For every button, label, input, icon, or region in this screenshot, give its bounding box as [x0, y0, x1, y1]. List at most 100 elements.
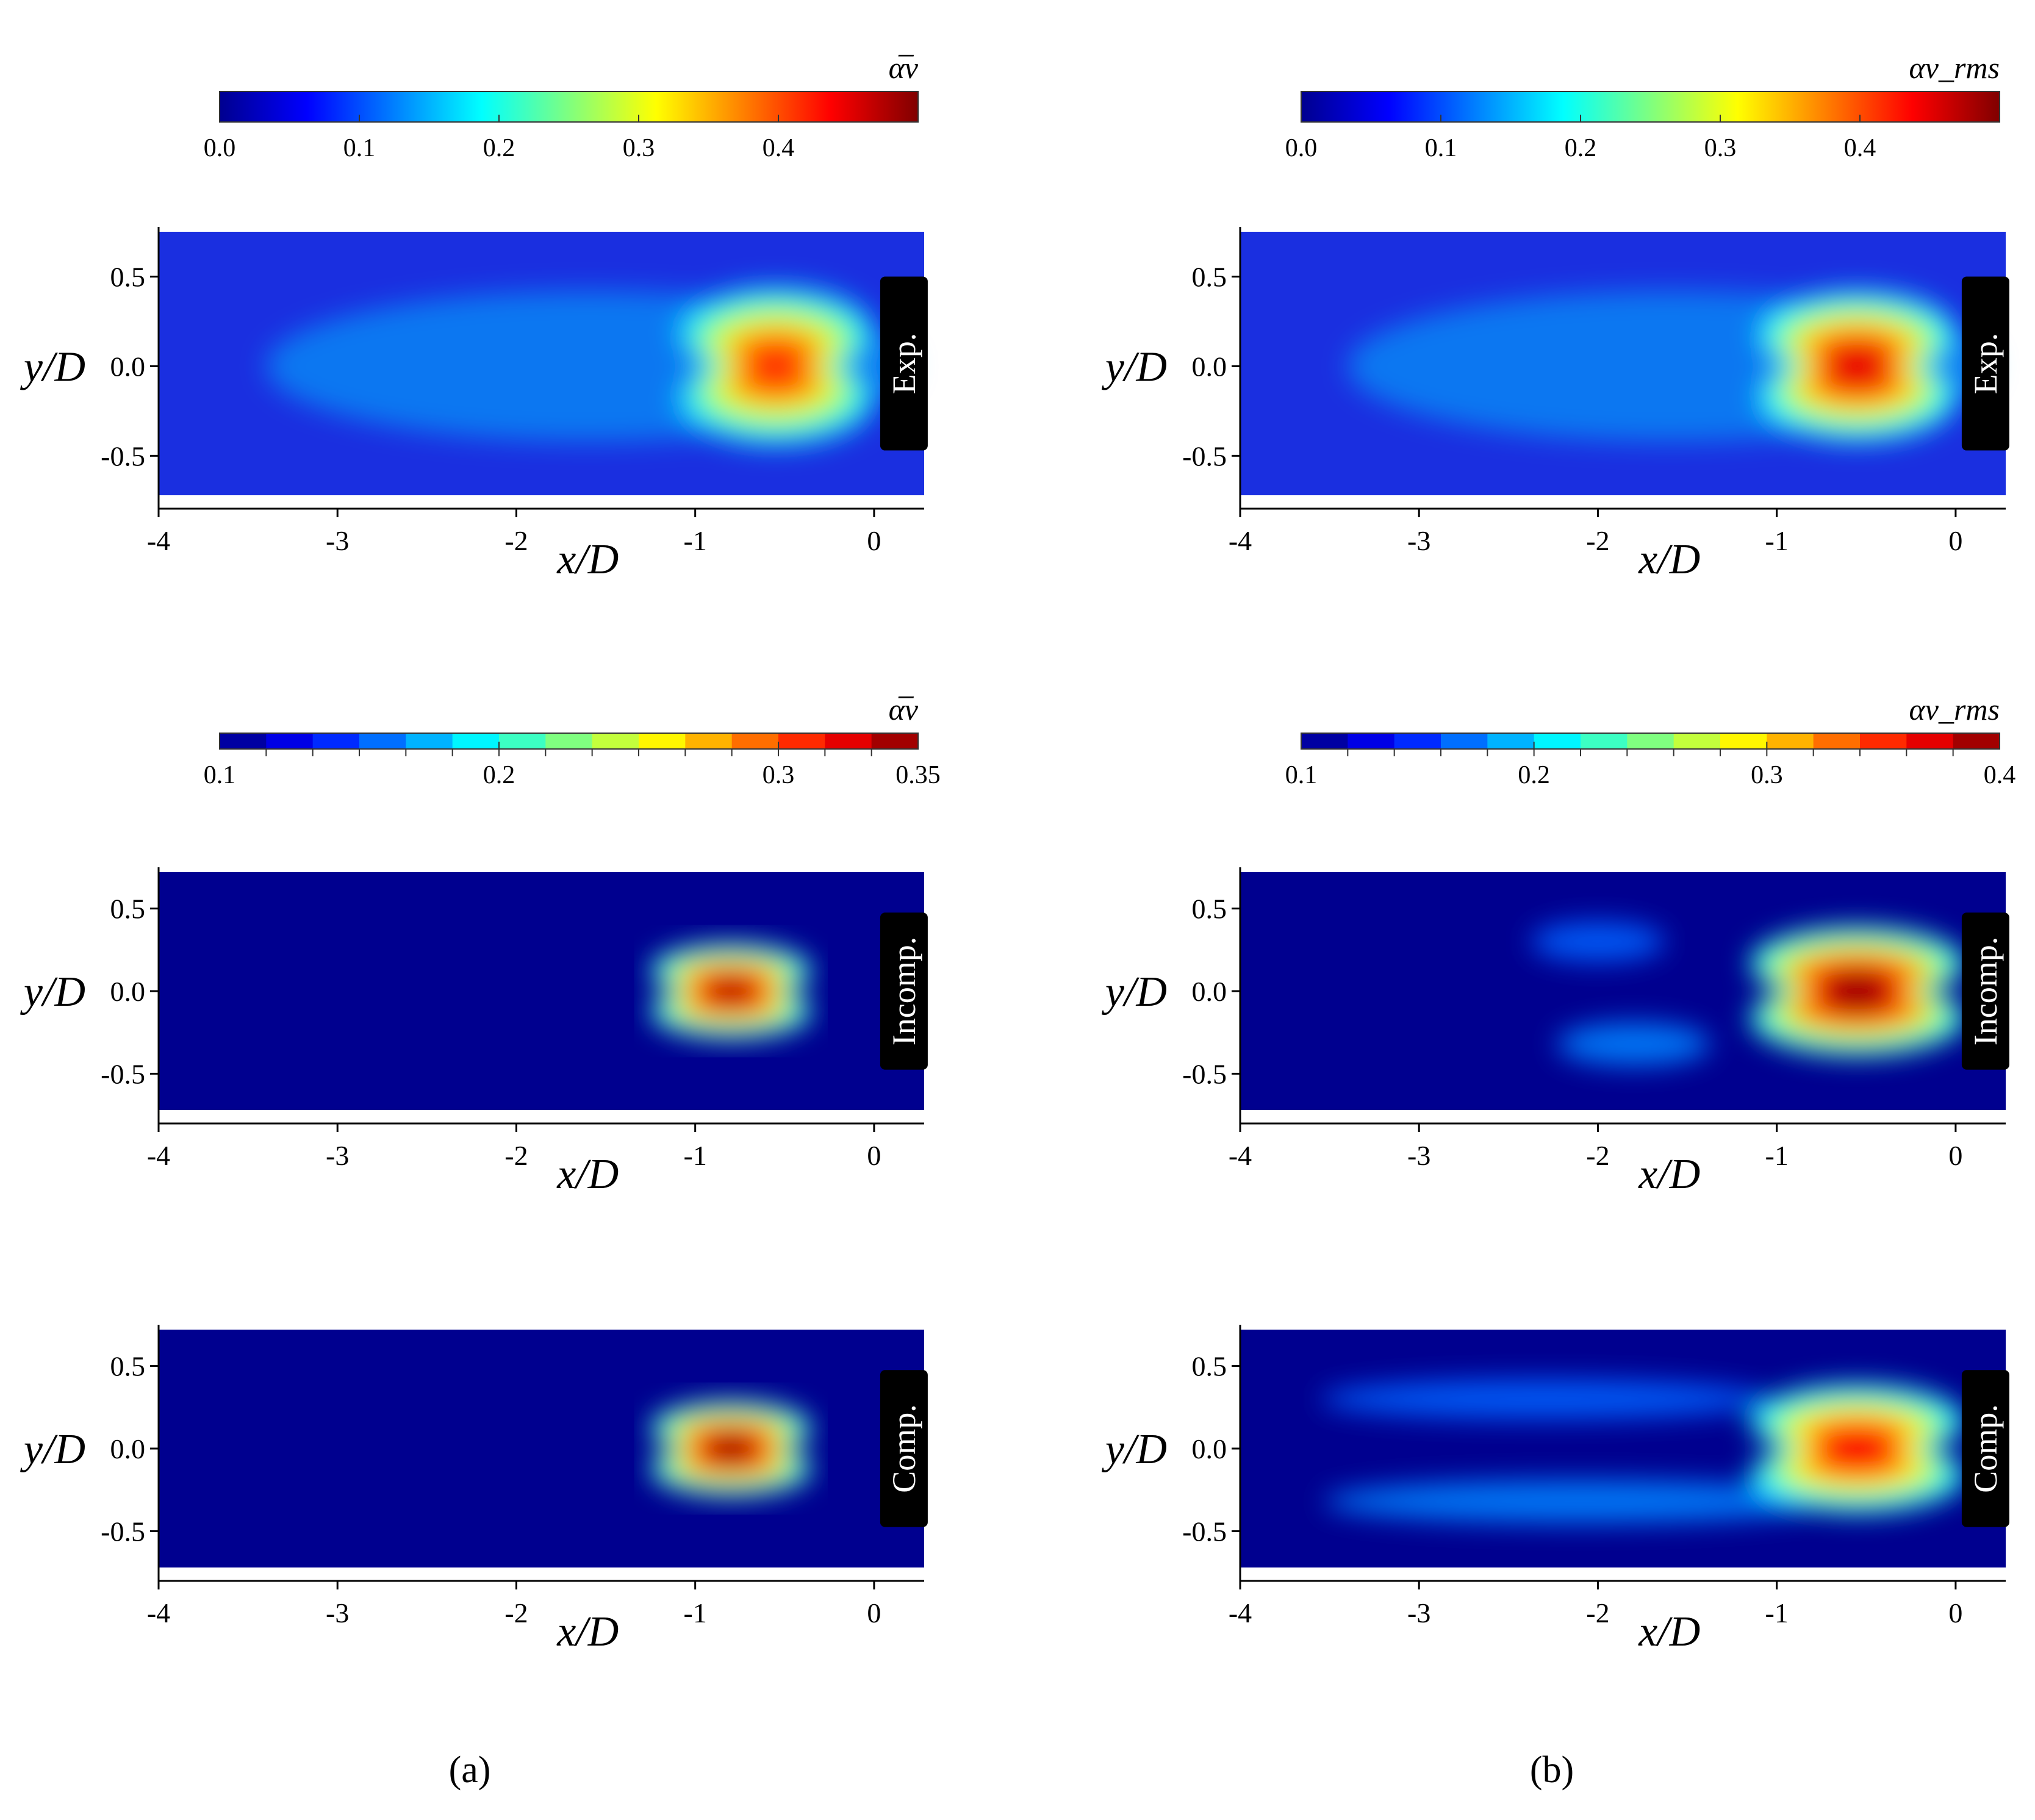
x-tick-label: -4 [147, 1597, 170, 1628]
shed-cloud-lower [1557, 1022, 1710, 1066]
x-tick-label: 0 [867, 1597, 881, 1628]
colorbar-tick-label: 0.3 [623, 134, 655, 162]
y-tick-label: 0.0 [110, 351, 146, 382]
x-tick-label: -3 [1407, 1597, 1430, 1628]
colorbar-band [1813, 733, 1861, 749]
plot-area: Comp. [159, 1330, 928, 1567]
colorbar-band [1627, 733, 1674, 749]
x-tick-label: -4 [1229, 1597, 1252, 1628]
x-tick-label: -1 [1765, 525, 1789, 556]
y-tick-label: 0.5 [1192, 1351, 1227, 1382]
axes: 0.5 0.0 -0.5 -4 -3 -2 -1 0 x/D y/D [20, 867, 924, 1198]
axes: 0.5 0.0 -0.5 -4 -3 -2 -1 0 x/D y/D [1102, 1325, 2006, 1655]
plot-area: Comp. [1240, 1330, 2009, 1567]
panel-a-comp: Comp. 0.5 0.0 -0.5 -4 -3 -2 -1 0 x/D y/D [20, 1325, 928, 1655]
colorbar-tick-label: 0.2 [1565, 134, 1597, 162]
y-tick-label: -0.5 [1182, 1516, 1227, 1547]
colorbar-band [220, 733, 267, 749]
x-axis-label: x/D [1638, 1151, 1700, 1198]
case-tag [880, 912, 928, 1070]
panel-b-comp: Comp. 0.5 0.0 -0.5 -4 -3 -2 -1 0 x/D y/D [1102, 1325, 2009, 1655]
plot-area: Incomp. [1240, 872, 2009, 1110]
cavity-field [1320, 1379, 1965, 1523]
x-axis-label: x/D [1638, 536, 1700, 583]
case-tag-label: Comp. [1967, 1404, 2004, 1493]
colorbar-band [731, 733, 779, 749]
colorbar-quantity-label: αv_rms [1909, 692, 2000, 726]
case-tag-label: Comp. [886, 1404, 922, 1493]
x-axis-label: x/D [556, 1151, 619, 1198]
colorbar-band [406, 733, 453, 749]
case-tag-label: Incomp. [886, 937, 922, 1045]
colorbar-tick-label: 0.35 [895, 761, 941, 789]
x-tick-label: -1 [1765, 1597, 1789, 1628]
y-axis-label: y/D [1102, 343, 1167, 390]
shed-cloud-upper [1320, 1379, 1768, 1419]
y-axis-label: y/D [1102, 1426, 1167, 1473]
colorbar-band [359, 733, 406, 749]
axes: 0.5 0.0 -0.5 -4 -3 -2 -1 0 x/D y/D [1102, 227, 2006, 583]
plot-area: Incomp. [159, 872, 928, 1110]
x-tick-label: -4 [147, 1140, 170, 1171]
axes: 0.5 0.0 -0.5 -4 -3 -2 -1 0 x/D y/D [20, 227, 924, 583]
shed-cloud-lower [1324, 1480, 1836, 1523]
colorbar-tick-label: 0.3 [1751, 761, 1783, 789]
x-tick-label: -3 [1407, 525, 1430, 556]
colorbar-tick-label: 0.1 [1425, 134, 1457, 162]
plot-area: Exp. [1240, 232, 2009, 495]
cavity-field [650, 1401, 812, 1496]
x-tick-label: 0 [1948, 525, 1962, 556]
cavity-upper-lobe [705, 1433, 757, 1451]
colorbar-band [1860, 733, 1907, 749]
colorbar-tick-label: 0.1 [1285, 761, 1318, 789]
colorbar-band [639, 733, 686, 749]
y-tick-label: 0.0 [1192, 1433, 1227, 1464]
colorbar-band [1441, 733, 1488, 749]
colorbar-band [1301, 733, 1348, 749]
y-tick-label: 0.5 [110, 261, 146, 292]
y-axis-label: y/D [20, 1426, 85, 1473]
y-tick-label: 0.0 [1192, 976, 1227, 1007]
x-tick-label: -2 [1586, 525, 1609, 556]
x-tick-label: -1 [684, 1140, 707, 1171]
x-tick-label: -2 [1586, 1597, 1609, 1628]
case-tag-label: Exp. [1967, 333, 2004, 395]
x-tick-label: -4 [1229, 525, 1252, 556]
colorbar-frame [1301, 733, 2000, 750]
colorbar-band [778, 733, 825, 749]
colorbar-band [312, 733, 360, 749]
case-tag-label: Incomp. [1967, 937, 2004, 1045]
x-tick-label: 0 [1948, 1140, 1962, 1171]
y-tick-label: 0.0 [110, 1433, 146, 1464]
cavity-lower-lobe [1823, 987, 1892, 1012]
cavity-lower-lobe [705, 1446, 757, 1464]
y-axis-label: y/D [20, 343, 85, 390]
plot-area: Exp. [159, 232, 928, 495]
colorbar-quantity-label: α̅v [889, 692, 919, 726]
x-tick-label: -2 [504, 1597, 528, 1628]
x-axis-label: x/D [556, 1608, 619, 1655]
colorbar-tick-label: 0.4 [1844, 134, 1876, 162]
colorbar: 0.0 0.1 0.2 0.3 0.4 α̅v [204, 51, 919, 162]
colorbar-tick-label: 0.2 [1518, 761, 1550, 789]
colorbar-tick-label: 0.1 [343, 134, 376, 162]
colorbar-band [1534, 733, 1581, 749]
x-tick-label: 0 [867, 525, 881, 556]
y-tick-label: -0.5 [1182, 1058, 1227, 1089]
colorbar-band [1348, 733, 1395, 749]
case-tag [880, 1370, 928, 1527]
colorbar-tick-label: 0.3 [1704, 134, 1737, 162]
caption-right: (b) [1530, 1749, 1574, 1791]
cavity-field [265, 287, 910, 446]
plot-background [159, 872, 924, 1110]
x-tick-label: 0 [1948, 1597, 1962, 1628]
cavity-lower-lobe [1826, 362, 1889, 390]
x-tick-label: -4 [1229, 1140, 1252, 1171]
cavity-upper-lobe [744, 340, 808, 370]
panel-a-incomp: 0.1 0.2 0.3 0.35 α̅v Incomp. 0.5 0.0 -0.5 -4 -3 -2 -… [20, 692, 941, 1198]
y-axis-label: y/D [20, 969, 85, 1016]
x-tick-label: -1 [1765, 1140, 1789, 1171]
panel-b-exp: 0.0 0.1 0.2 0.3 0.4 αv_rms Exp. 0.5 0.0 -0.5 -4 -3 -… [1102, 51, 2009, 583]
colorbar: 0.0 0.1 0.2 0.3 0.4 αv_rms [1285, 51, 2000, 162]
